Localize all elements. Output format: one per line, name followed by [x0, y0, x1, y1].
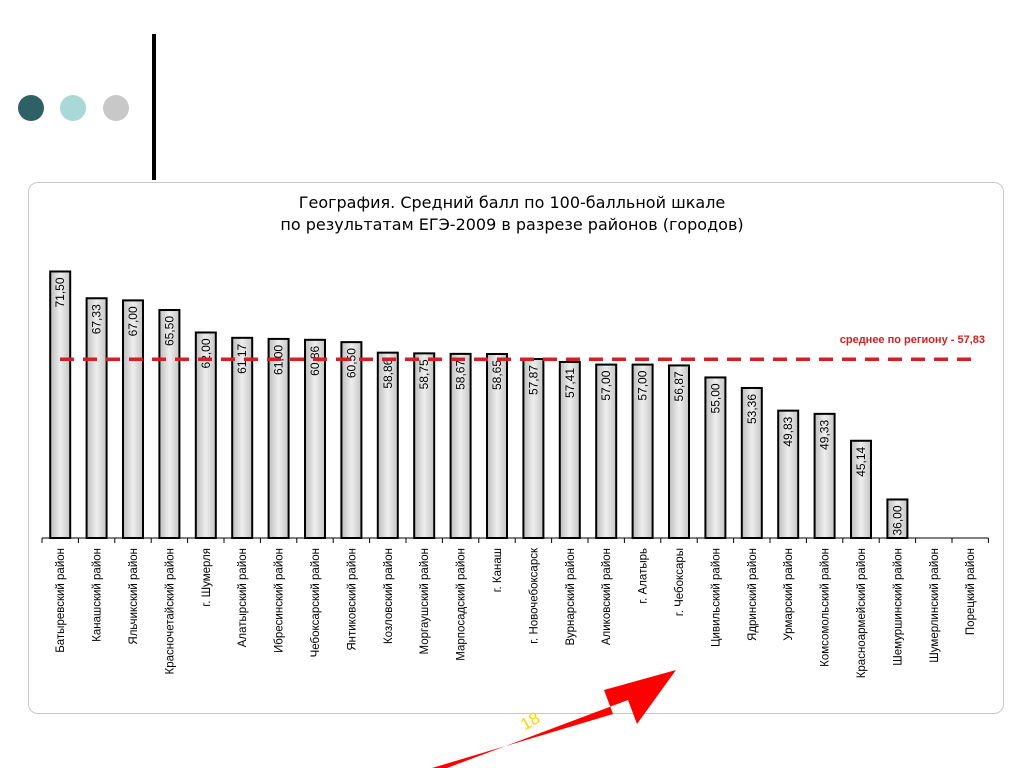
category-label: Моргаушский район	[419, 548, 431, 654]
category-label: г. Чебоксары	[674, 548, 686, 616]
category-label: Комсомольский район	[820, 548, 832, 667]
category-label: Урмарский район	[783, 548, 795, 641]
bar-value-label: 67,00	[126, 306, 140, 336]
bar	[340, 341, 363, 539]
red-arrow	[432, 670, 676, 768]
bar-value-label: 36,00	[890, 505, 904, 535]
bar-value-label: 55,00	[708, 383, 722, 413]
bar-value-label: 57,41	[563, 368, 577, 398]
bar	[413, 352, 436, 539]
category-label: Шумерлинский район	[929, 548, 941, 663]
bar	[595, 363, 618, 539]
category-label: Цивильский район	[710, 548, 722, 647]
category-label: Порецкий район	[965, 548, 977, 635]
bar	[777, 409, 800, 540]
category-label: Янтиковский район	[346, 548, 358, 651]
bar	[49, 270, 72, 539]
category-label: Вурнарский район	[565, 548, 577, 646]
category-label: Ибресинский район	[274, 548, 286, 653]
category-label: Козловский район	[383, 548, 395, 644]
bar-value-label: 57,00	[599, 370, 613, 400]
bar	[304, 338, 326, 539]
bar-value-label: 61,17	[235, 343, 249, 373]
bar-value-label: 58,67	[454, 360, 468, 390]
bar	[668, 364, 690, 539]
bar	[449, 352, 472, 539]
bar	[267, 337, 290, 539]
average-reference-label: среднее по региону - 57,83	[840, 334, 985, 346]
bar-value-label: 60,50	[344, 348, 358, 378]
bar-value-label: 53,36	[745, 394, 759, 424]
bar	[631, 363, 654, 539]
bar-value-label: 56,87	[672, 371, 686, 401]
chart-subtitle: по результатам ЕГЭ-2009 в разрезе районо…	[280, 215, 744, 234]
decor-dot-light	[60, 95, 86, 121]
category-label: Канашский район	[92, 548, 104, 642]
bar	[486, 353, 508, 539]
category-label: г. Алатырь	[638, 548, 650, 604]
category-label: Аликовский район	[601, 548, 613, 645]
decor-dot-dark	[18, 95, 44, 121]
category-label: Марпосадский район	[456, 548, 468, 661]
category-label: Батыревский район	[55, 548, 67, 653]
decor-dot-grey	[103, 95, 129, 121]
bar	[813, 412, 836, 540]
category-label: г. Новочебоксарск	[528, 547, 540, 644]
bar-value-label: 57,87	[526, 365, 540, 395]
category-label: Чебоксарский район	[310, 548, 322, 657]
bar-value-label: 49,83	[781, 416, 795, 446]
page-number: 18	[517, 708, 543, 734]
category-label: г. Шумерля	[201, 548, 213, 607]
bar-value-label: 67,33	[90, 304, 104, 334]
bar-value-label: 71,50	[53, 277, 67, 307]
bar-value-label: 65,50	[162, 316, 176, 346]
bar-value-label: 58,86	[381, 358, 395, 388]
bar	[740, 386, 763, 540]
category-label: Красноармейский район	[856, 548, 868, 678]
decor-vertical-bar	[152, 34, 156, 180]
bar	[376, 351, 399, 539]
category-label: Шемуршинский район	[892, 548, 904, 666]
bar	[194, 331, 217, 539]
bar	[886, 498, 909, 540]
category-label: Яльчикский район	[128, 548, 140, 645]
bar	[231, 336, 254, 539]
bar	[558, 360, 581, 539]
bar-value-label: 45,14	[854, 446, 868, 476]
chart-title: География. Средний балл по 100-балльной …	[298, 193, 726, 212]
bar-value-label: 57,00	[636, 370, 650, 400]
category-label: г. Канаш	[492, 548, 504, 592]
chart-frame	[28, 182, 1004, 714]
category-label: Красночетайский район	[164, 548, 176, 674]
bar	[850, 439, 872, 539]
bar	[704, 376, 727, 540]
bar-value-label: 58,65	[490, 360, 504, 390]
category-label: Алатырский район	[237, 548, 249, 647]
bar	[158, 309, 181, 539]
bar-value-label: 49,33	[818, 420, 832, 450]
category-label: Ядринский район	[747, 548, 759, 641]
bar-value-label: 58,75	[417, 359, 431, 389]
